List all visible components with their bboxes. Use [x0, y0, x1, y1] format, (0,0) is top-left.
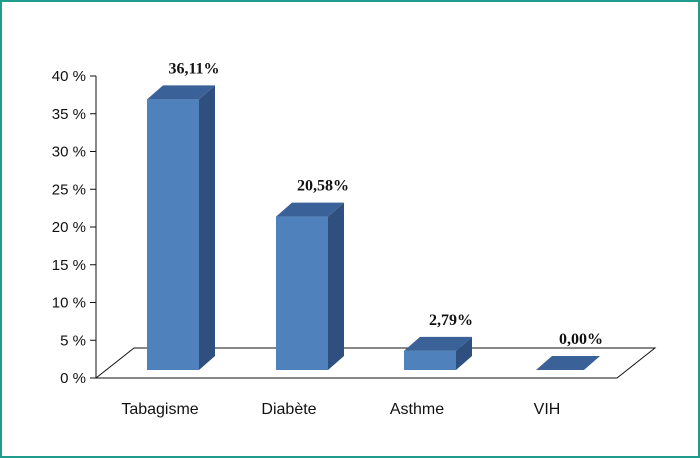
chart-floor — [94, 347, 657, 379]
bar-side — [199, 85, 215, 370]
x-tick-label: Diabète — [261, 401, 316, 418]
bar-top — [404, 336, 472, 351]
data-label: 0,00% — [559, 331, 603, 348]
data-label: 20,58% — [297, 178, 349, 195]
data-label: 2,79% — [429, 312, 473, 329]
y-tick-label: 5 % — [60, 332, 86, 349]
x-tick-label: Asthme — [390, 401, 444, 418]
bar — [404, 350, 456, 370]
y-tick-label: 0 % — [60, 370, 86, 387]
y-tick-label: 30 % — [52, 144, 86, 161]
bar-side — [456, 336, 472, 370]
y-tick-label: 15 % — [52, 257, 86, 274]
bar-top — [276, 202, 344, 217]
bar-side — [328, 202, 344, 370]
x-tick-label: Tabagisme — [121, 401, 198, 418]
bar — [536, 356, 600, 370]
x-tick-label: VIH — [534, 401, 561, 418]
data-label: 36,11% — [168, 60, 219, 77]
bar-top — [147, 85, 215, 100]
y-tick-label: 25 % — [52, 181, 86, 198]
y-tick-label: 20 % — [52, 219, 86, 236]
bar — [147, 99, 199, 370]
y-tick-label: 35 % — [52, 106, 86, 123]
y-tick-label: 40 % — [52, 68, 86, 85]
y-tick-label: 10 % — [52, 295, 86, 312]
bar — [276, 216, 328, 370]
